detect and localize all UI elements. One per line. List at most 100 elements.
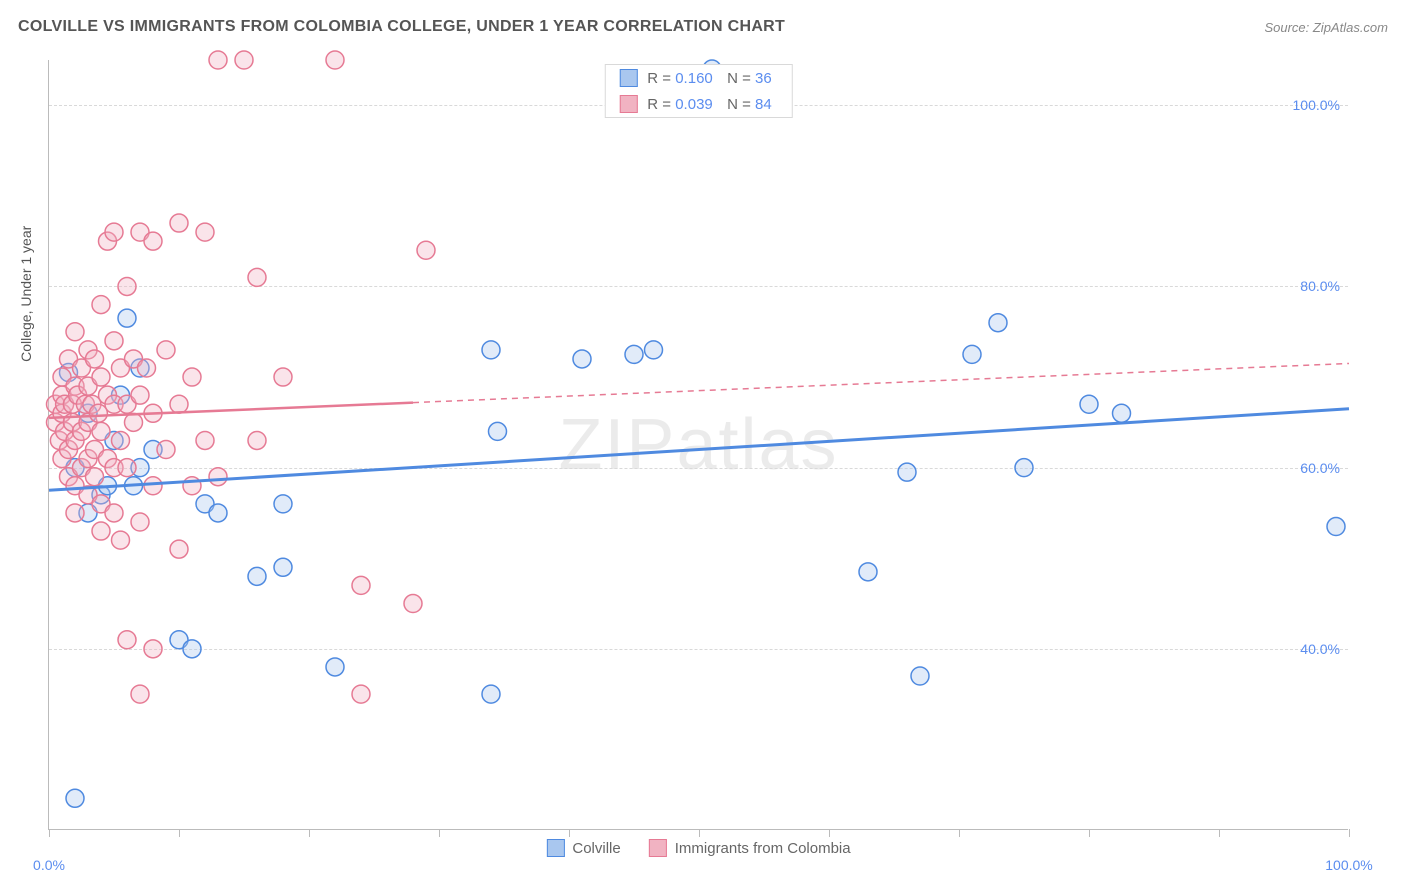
scatter-point	[157, 341, 175, 359]
scatter-point	[170, 540, 188, 558]
x-tick	[1089, 829, 1090, 837]
plot-area: ZIPatlas 40.0%60.0%80.0%100.0% 0.0%100.0…	[48, 60, 1348, 830]
scatter-point	[573, 350, 591, 368]
title-bar: COLVILLE VS IMMIGRANTS FROM COLOMBIA COL…	[18, 18, 1388, 36]
scatter-point	[183, 368, 201, 386]
legend-swatch	[649, 839, 667, 857]
scatter-point	[209, 51, 227, 69]
x-tick	[179, 829, 180, 837]
legend-stat-text: R = 0.039 N = 84	[647, 96, 777, 113]
scatter-point	[352, 576, 370, 594]
scatter-point	[248, 268, 266, 286]
scatter-point	[417, 241, 435, 259]
scatter-point	[118, 631, 136, 649]
trend-line-dashed	[413, 363, 1349, 402]
scatter-point	[274, 495, 292, 513]
bottom-legend-item: Colville	[546, 839, 620, 857]
scatter-point	[898, 463, 916, 481]
scatter-point	[92, 522, 110, 540]
legend-swatch	[619, 69, 637, 87]
x-tick	[49, 829, 50, 837]
stats-legend-row: R = 0.039 N = 84	[605, 91, 791, 117]
scatter-point	[170, 395, 188, 413]
scatter-point	[209, 468, 227, 486]
scatter-point	[911, 667, 929, 685]
scatter-point	[489, 422, 507, 440]
source-link[interactable]: ZipAtlas.com	[1313, 20, 1388, 35]
scatter-point	[209, 504, 227, 522]
scatter-point	[66, 504, 84, 522]
scatter-point	[125, 413, 143, 431]
scatter-point	[118, 277, 136, 295]
scatter-point	[1015, 459, 1033, 477]
scatter-point	[482, 341, 500, 359]
bottom-legend-label: Immigrants from Colombia	[675, 840, 851, 857]
legend-swatch	[619, 95, 637, 113]
scatter-point	[92, 368, 110, 386]
y-axis-label: College, Under 1 year	[18, 226, 34, 362]
legend-swatch	[546, 839, 564, 857]
stats-legend: R = 0.160 N = 36 R = 0.039 N = 84	[604, 64, 792, 118]
x-tick	[699, 829, 700, 837]
source-attribution: Source: ZipAtlas.com	[1264, 20, 1388, 35]
source-prefix: Source:	[1264, 20, 1312, 35]
x-tick	[1219, 829, 1220, 837]
scatter-point	[131, 386, 149, 404]
scatter-point	[118, 309, 136, 327]
stats-legend-row: R = 0.160 N = 36	[605, 65, 791, 91]
scatter-point	[66, 789, 84, 807]
scatter-point	[963, 345, 981, 363]
scatter-point	[1113, 404, 1131, 422]
scatter-point	[183, 640, 201, 658]
x-tick	[439, 829, 440, 837]
scatter-point	[105, 332, 123, 350]
scatter-point	[326, 51, 344, 69]
x-tick	[309, 829, 310, 837]
scatter-point	[105, 504, 123, 522]
scatter-point	[112, 531, 130, 549]
legend-stat-text: R = 0.160 N = 36	[647, 70, 777, 87]
scatter-point	[274, 368, 292, 386]
scatter-point	[144, 640, 162, 658]
bottom-legend: Colville Immigrants from Colombia	[546, 839, 850, 857]
x-tick-label: 0.0%	[33, 857, 65, 873]
scatter-point	[138, 359, 156, 377]
chart-title: COLVILLE VS IMMIGRANTS FROM COLOMBIA COL…	[18, 18, 785, 36]
x-tick	[1349, 829, 1350, 837]
scatter-point	[859, 563, 877, 581]
scatter-point	[645, 341, 663, 359]
scatter-point	[352, 685, 370, 703]
trend-line-solid	[49, 409, 1349, 491]
scatter-point	[66, 323, 84, 341]
scatter-point	[625, 345, 643, 363]
scatter-point	[118, 459, 136, 477]
scatter-point	[144, 232, 162, 250]
x-tick	[569, 829, 570, 837]
scatter-point	[1327, 518, 1345, 536]
scatter-point	[1080, 395, 1098, 413]
scatter-point	[170, 214, 188, 232]
bottom-legend-item: Immigrants from Colombia	[649, 839, 851, 857]
scatter-point	[196, 223, 214, 241]
bottom-legend-label: Colville	[572, 840, 620, 857]
scatter-point	[86, 468, 104, 486]
scatter-point	[92, 296, 110, 314]
scatter-point	[196, 431, 214, 449]
scatter-point	[131, 513, 149, 531]
x-tick	[959, 829, 960, 837]
scatter-point	[404, 595, 422, 613]
scatter-point	[326, 658, 344, 676]
scatter-point	[248, 567, 266, 585]
scatter-point	[482, 685, 500, 703]
scatter-point	[86, 350, 104, 368]
scatter-point	[144, 477, 162, 495]
x-tick-label: 100.0%	[1325, 857, 1372, 873]
scatter-point	[248, 431, 266, 449]
scatter-point	[131, 685, 149, 703]
scatter-point	[157, 441, 175, 459]
scatter-point	[235, 51, 253, 69]
scatter-svg	[49, 60, 1348, 829]
scatter-point	[92, 422, 110, 440]
x-tick	[829, 829, 830, 837]
scatter-point	[112, 431, 130, 449]
